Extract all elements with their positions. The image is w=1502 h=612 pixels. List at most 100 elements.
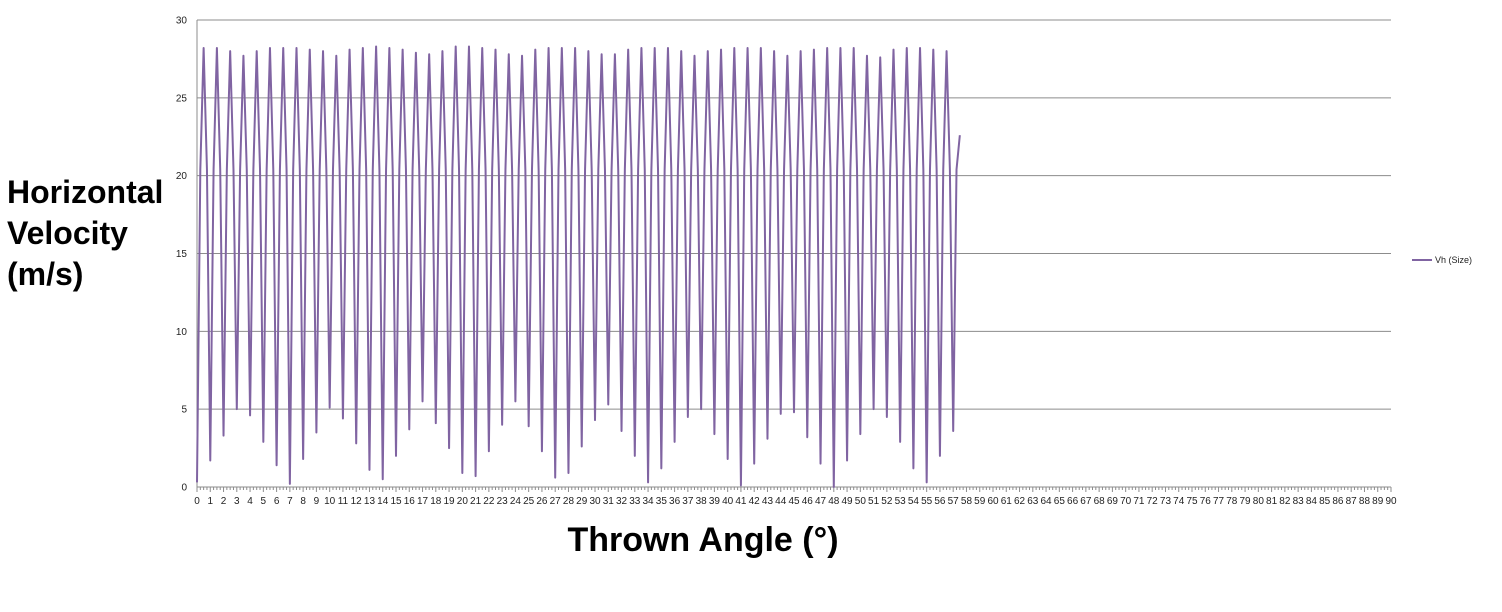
x-tick-label: 37 bbox=[682, 496, 694, 507]
x-tick-label: 30 bbox=[589, 496, 601, 507]
x-tick-label: 73 bbox=[1160, 496, 1172, 507]
x-tick-label: 1 bbox=[207, 496, 213, 507]
x-tick-label: 70 bbox=[1120, 496, 1132, 507]
x-tick-label: 74 bbox=[1173, 496, 1185, 507]
x-tick-label: 68 bbox=[1094, 496, 1106, 507]
y-tick-labels: 0 5 10 15 20 25 30 bbox=[176, 16, 188, 494]
x-tick-label: 79 bbox=[1240, 496, 1252, 507]
x-tick-label: 53 bbox=[895, 496, 907, 507]
y-tick-label: 10 bbox=[176, 327, 188, 338]
x-tick-label: 12 bbox=[351, 496, 363, 507]
x-tick-label: 47 bbox=[815, 496, 827, 507]
x-tick-label: 11 bbox=[338, 496, 349, 507]
x-tick-label: 13 bbox=[364, 496, 376, 507]
x-tick-label: 31 bbox=[603, 496, 615, 507]
gridlines bbox=[197, 19, 1391, 410]
x-tick-label: 87 bbox=[1346, 496, 1358, 507]
series-line-0 bbox=[196, 45, 961, 488]
x-tick-label: 26 bbox=[536, 496, 548, 507]
y-tick-label: 20 bbox=[176, 171, 188, 182]
x-tick-label: 33 bbox=[629, 496, 641, 507]
x-tick-label: 38 bbox=[696, 496, 708, 507]
x-tick-label: 65 bbox=[1054, 496, 1066, 507]
x-tick-label: 67 bbox=[1080, 496, 1092, 507]
x-tick-label: 75 bbox=[1186, 496, 1198, 507]
x-tick-label: 59 bbox=[974, 496, 986, 507]
x-tick-label: 61 bbox=[1001, 496, 1013, 507]
x-tick-label: 86 bbox=[1332, 496, 1344, 507]
x-tick-label: 9 bbox=[314, 496, 320, 507]
x-tick-label: 8 bbox=[300, 496, 306, 507]
y-tick-label: 0 bbox=[181, 483, 187, 494]
x-tick-label: 27 bbox=[550, 496, 562, 507]
x-tick-label: 44 bbox=[775, 496, 787, 507]
x-tick-label: 69 bbox=[1107, 496, 1119, 507]
x-tick-label: 90 bbox=[1385, 496, 1397, 507]
x-tick-label: 20 bbox=[457, 496, 469, 507]
x-tick-label: 82 bbox=[1279, 496, 1291, 507]
series-layer bbox=[196, 45, 961, 488]
x-tick-label: 89 bbox=[1372, 496, 1384, 507]
x-tick-label: 52 bbox=[881, 496, 893, 507]
x-tick-label: 51 bbox=[868, 496, 880, 507]
x-tick-label: 10 bbox=[324, 496, 336, 507]
y-axis-label-line-2: Velocity bbox=[7, 215, 128, 251]
x-tick-label: 49 bbox=[842, 496, 854, 507]
x-tick-label: 83 bbox=[1293, 496, 1305, 507]
x-tick-label: 56 bbox=[934, 496, 946, 507]
x-tick-label: 39 bbox=[709, 496, 721, 507]
x-tick-label: 22 bbox=[483, 496, 495, 507]
axes bbox=[196, 20, 1392, 492]
y-tick-label: 25 bbox=[176, 93, 188, 104]
x-tick-label: 57 bbox=[948, 496, 960, 507]
x-tick-label: 4 bbox=[247, 496, 253, 507]
x-axis-label: Thrown Angle (°) bbox=[567, 521, 838, 559]
x-tick-label: 43 bbox=[762, 496, 774, 507]
legend-label: Vh (Size) bbox=[1435, 255, 1472, 265]
y-axis-label-line-1: Horizontal bbox=[7, 174, 163, 210]
x-tick-label: 21 bbox=[470, 496, 482, 507]
x-tick-label: 23 bbox=[497, 496, 509, 507]
x-tick-label: 62 bbox=[1014, 496, 1026, 507]
x-tick-label: 55 bbox=[921, 496, 933, 507]
x-tick-label: 58 bbox=[961, 496, 973, 507]
x-tick-label: 60 bbox=[987, 496, 999, 507]
x-tick-label: 36 bbox=[669, 496, 681, 507]
x-tick-label: 2 bbox=[221, 496, 227, 507]
x-tick-label: 0 bbox=[194, 496, 200, 507]
x-tick-label: 3 bbox=[234, 496, 240, 507]
x-tick-label: 19 bbox=[444, 496, 456, 507]
x-tick-label: 76 bbox=[1200, 496, 1212, 507]
x-tick-label: 64 bbox=[1041, 496, 1053, 507]
y-axis-label-line-3: (m/s) bbox=[7, 256, 83, 292]
x-tick-label: 66 bbox=[1067, 496, 1079, 507]
x-tick-label: 6 bbox=[274, 496, 280, 507]
x-tick-labels: 0 1 2 3 4 5 6 7 8 9 10 11 12 13 14 15 16 17 18 19 20 21 22 23 24… bbox=[194, 496, 1397, 507]
x-tick-label: 50 bbox=[855, 496, 867, 507]
x-tick-label: 80 bbox=[1253, 496, 1265, 507]
x-tick-label: 45 bbox=[788, 496, 800, 507]
x-tick-label: 7 bbox=[287, 496, 293, 507]
x-tick-label: 18 bbox=[430, 496, 442, 507]
x-tick-label: 84 bbox=[1306, 496, 1318, 507]
x-tick-label: 72 bbox=[1147, 496, 1159, 507]
x-tick-label: 46 bbox=[802, 496, 814, 507]
x-tick-label: 25 bbox=[523, 496, 535, 507]
y-tick-label: 5 bbox=[181, 405, 187, 416]
x-tick-label: 88 bbox=[1359, 496, 1371, 507]
x-tick-label: 5 bbox=[261, 496, 267, 507]
x-tick-label: 32 bbox=[616, 496, 628, 507]
x-tick-label: 29 bbox=[576, 496, 588, 507]
x-tick-label: 63 bbox=[1027, 496, 1039, 507]
legend: Vh (Size) bbox=[1412, 255, 1472, 265]
x-tick-label: 14 bbox=[377, 496, 389, 507]
x-tick-label: 41 bbox=[735, 496, 747, 507]
x-tick-label: 54 bbox=[908, 496, 920, 507]
x-tick-label: 28 bbox=[563, 496, 575, 507]
x-tick-label: 78 bbox=[1226, 496, 1238, 507]
x-tick-label: 77 bbox=[1213, 496, 1225, 507]
x-tick-label: 24 bbox=[510, 496, 522, 507]
y-tick-label: 30 bbox=[176, 16, 188, 27]
x-tick-label: 48 bbox=[828, 496, 840, 507]
